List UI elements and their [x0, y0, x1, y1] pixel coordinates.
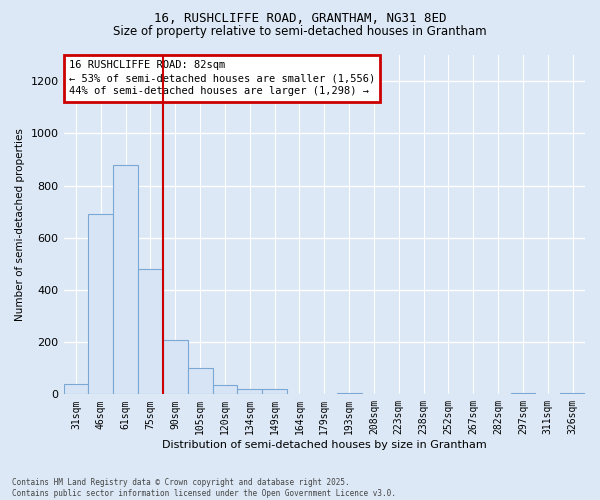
- Bar: [113, 164, 138, 394]
- Bar: [188, 368, 212, 394]
- Bar: [138, 269, 163, 394]
- Y-axis label: Number of semi-detached properties: Number of semi-detached properties: [15, 128, 25, 321]
- Bar: [337, 393, 362, 394]
- Bar: [212, 385, 238, 394]
- X-axis label: Distribution of semi-detached houses by size in Grantham: Distribution of semi-detached houses by …: [162, 440, 487, 450]
- Bar: [64, 384, 88, 394]
- Bar: [163, 340, 188, 394]
- Bar: [560, 393, 585, 394]
- Text: 16, RUSHCLIFFE ROAD, GRANTHAM, NG31 8ED: 16, RUSHCLIFFE ROAD, GRANTHAM, NG31 8ED: [154, 12, 446, 26]
- Text: Contains HM Land Registry data © Crown copyright and database right 2025.
Contai: Contains HM Land Registry data © Crown c…: [12, 478, 396, 498]
- Text: 16 RUSHCLIFFE ROAD: 82sqm
← 53% of semi-detached houses are smaller (1,556)
44% : 16 RUSHCLIFFE ROAD: 82sqm ← 53% of semi-…: [69, 60, 375, 96]
- Bar: [88, 214, 113, 394]
- Text: Size of property relative to semi-detached houses in Grantham: Size of property relative to semi-detach…: [113, 25, 487, 38]
- Bar: [238, 389, 262, 394]
- Bar: [262, 389, 287, 394]
- Bar: [511, 393, 535, 394]
